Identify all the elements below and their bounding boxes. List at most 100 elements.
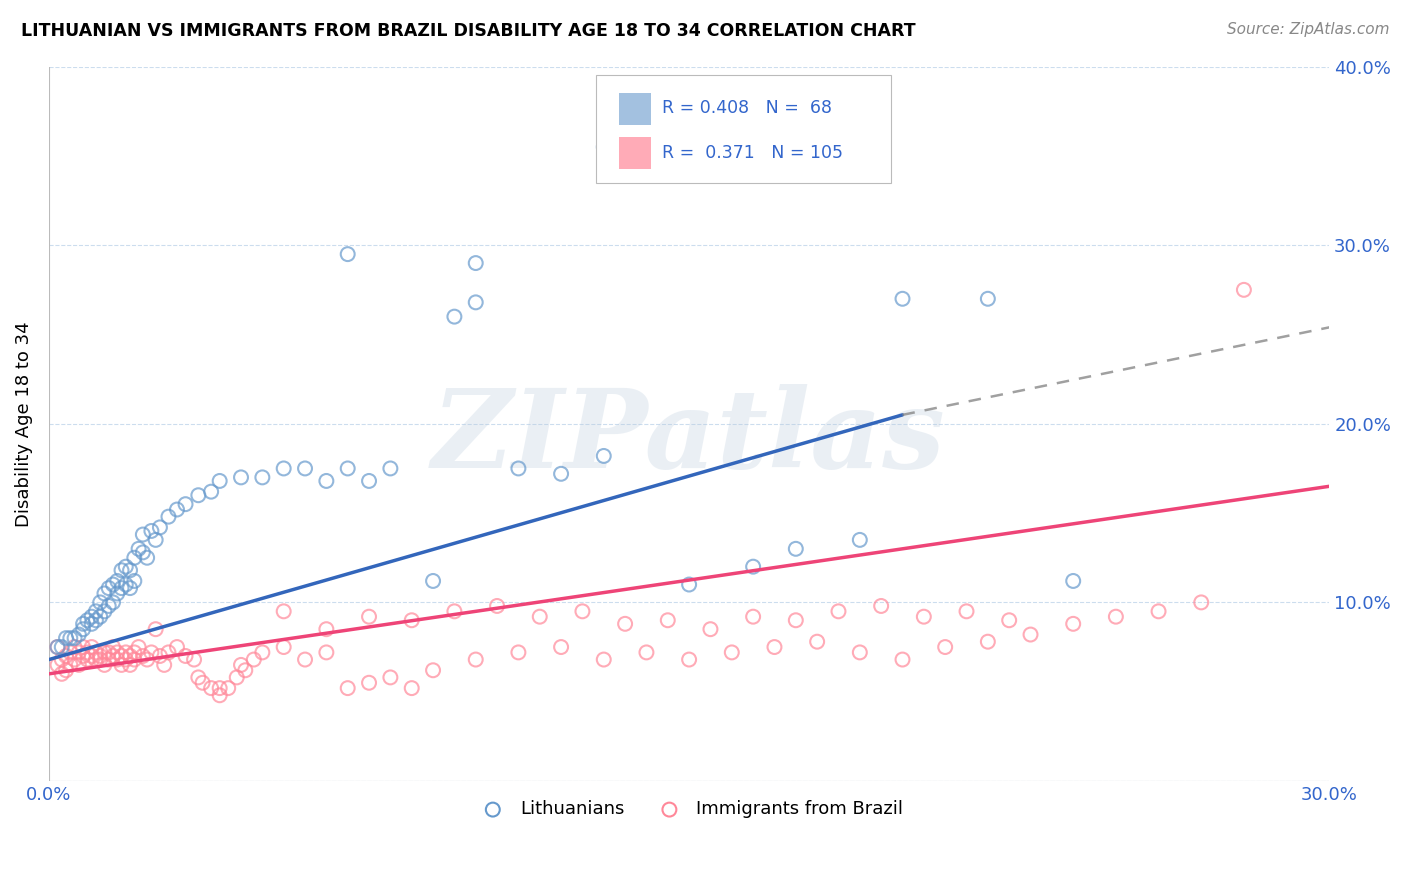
Text: ZIPatlas: ZIPatlas [432, 384, 946, 491]
Legend: Lithuanians, Immigrants from Brazil: Lithuanians, Immigrants from Brazil [468, 793, 911, 826]
Point [1019, 627, 1042, 641]
Point [97, 645, 120, 659]
Point [145, 533, 167, 547]
Text: R = 0.408   N =  68: R = 0.408 N = 68 [662, 99, 832, 117]
Point [315, 645, 337, 659]
Point [1233, 283, 1256, 297]
Point [1147, 604, 1170, 618]
Point [1189, 595, 1212, 609]
Point [80, 616, 103, 631]
Point [699, 622, 721, 636]
Point [110, 648, 132, 663]
Point [592, 140, 614, 154]
Point [422, 574, 444, 588]
Point [225, 670, 247, 684]
Text: Source: ZipAtlas.com: Source: ZipAtlas.com [1226, 22, 1389, 37]
Point [59, 645, 82, 659]
Point [46, 657, 69, 672]
Point [294, 652, 316, 666]
Point [120, 648, 142, 663]
Point [191, 675, 214, 690]
Point [243, 652, 266, 666]
Point [120, 581, 142, 595]
Point [55, 663, 77, 677]
Point [63, 640, 86, 654]
Point [849, 645, 872, 659]
Point [97, 652, 120, 666]
Point [229, 657, 252, 672]
Point [84, 652, 107, 666]
Point [357, 609, 380, 624]
Point [464, 295, 486, 310]
Point [84, 645, 107, 659]
Point [141, 524, 163, 538]
Point [128, 640, 150, 654]
Point [80, 609, 103, 624]
Point [208, 474, 231, 488]
Point [67, 627, 90, 641]
Point [72, 648, 94, 663]
Point [105, 645, 128, 659]
Point [89, 609, 111, 624]
Point [336, 247, 359, 261]
Point [145, 622, 167, 636]
Point [72, 622, 94, 636]
Point [785, 541, 807, 556]
Point [51, 640, 73, 654]
Point [357, 474, 380, 488]
Bar [619, 136, 651, 169]
Point [720, 645, 742, 659]
Point [55, 648, 77, 663]
Point [443, 310, 465, 324]
Point [200, 484, 222, 499]
Point [401, 613, 423, 627]
Point [550, 640, 572, 654]
Point [157, 645, 180, 659]
Point [614, 616, 637, 631]
Point [464, 256, 486, 270]
Point [105, 652, 128, 666]
Point [105, 586, 128, 600]
Point [46, 640, 69, 654]
Point [93, 586, 115, 600]
Point [59, 657, 82, 672]
Bar [619, 93, 651, 125]
Point [422, 663, 444, 677]
Point [132, 527, 155, 541]
Point [763, 640, 786, 654]
Point [252, 645, 274, 659]
Point [84, 604, 107, 618]
Point [76, 613, 98, 627]
Point [233, 663, 256, 677]
Point [934, 640, 956, 654]
Point [128, 541, 150, 556]
Point [72, 640, 94, 654]
Point [998, 613, 1021, 627]
Point [120, 657, 142, 672]
Point [110, 581, 132, 595]
Point [46, 640, 69, 654]
Point [592, 449, 614, 463]
Point [157, 509, 180, 524]
Point [273, 604, 295, 618]
Point [124, 574, 146, 588]
Point [891, 652, 914, 666]
Y-axis label: Disability Age 18 to 34: Disability Age 18 to 34 [15, 321, 32, 526]
Point [336, 461, 359, 475]
Point [110, 563, 132, 577]
Point [136, 652, 159, 666]
Point [443, 604, 465, 618]
Point [955, 604, 977, 618]
Point [1062, 574, 1084, 588]
Point [114, 645, 136, 659]
Point [183, 652, 205, 666]
Point [89, 652, 111, 666]
Point [294, 461, 316, 475]
Point [59, 631, 82, 645]
Point [124, 645, 146, 659]
Point [678, 577, 700, 591]
Point [592, 652, 614, 666]
Point [217, 681, 239, 695]
Point [401, 681, 423, 695]
Point [464, 652, 486, 666]
